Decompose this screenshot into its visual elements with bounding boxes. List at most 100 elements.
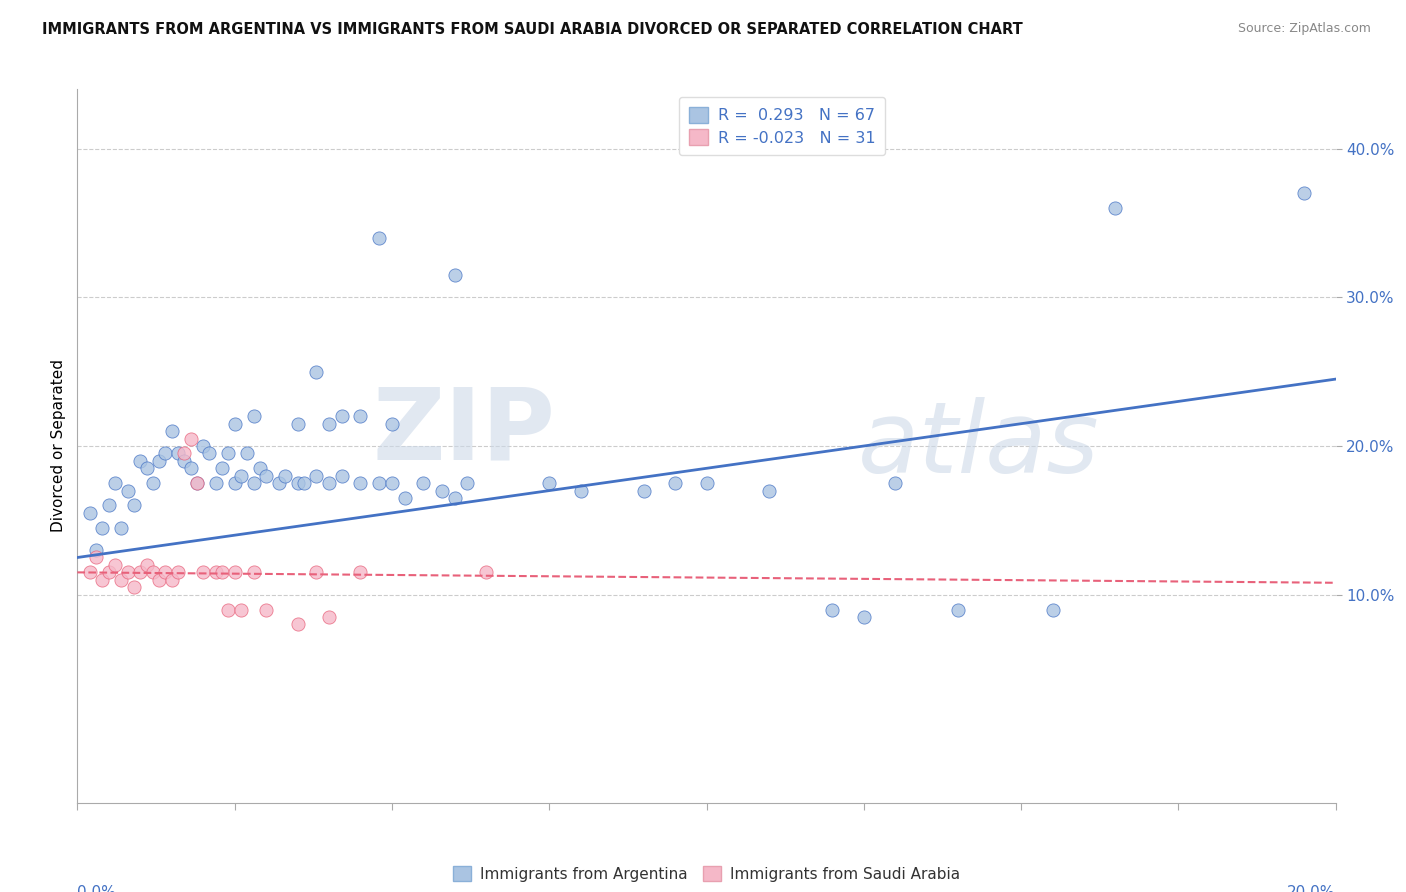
Point bbox=[229, 468, 252, 483]
Point bbox=[821, 602, 844, 616]
Point bbox=[254, 602, 277, 616]
Point bbox=[444, 491, 467, 505]
Point bbox=[79, 506, 101, 520]
Point bbox=[155, 446, 177, 460]
Point bbox=[84, 550, 107, 565]
Point bbox=[292, 476, 315, 491]
Point bbox=[394, 491, 416, 505]
Point bbox=[110, 521, 132, 535]
Point bbox=[91, 573, 114, 587]
Point bbox=[349, 566, 371, 580]
Point bbox=[110, 573, 132, 587]
Point bbox=[330, 409, 353, 424]
Point bbox=[167, 446, 190, 460]
Point bbox=[368, 476, 391, 491]
Point bbox=[305, 566, 328, 580]
Point bbox=[287, 476, 309, 491]
Point bbox=[758, 483, 780, 498]
Point bbox=[186, 476, 208, 491]
Point bbox=[211, 566, 233, 580]
Point bbox=[135, 558, 157, 572]
Point bbox=[1294, 186, 1316, 201]
Text: 20.0%: 20.0% bbox=[1288, 885, 1336, 892]
Point bbox=[97, 499, 120, 513]
Text: atlas: atlas bbox=[858, 398, 1099, 494]
Point bbox=[84, 543, 107, 558]
Point bbox=[444, 268, 467, 282]
Text: 0.0%: 0.0% bbox=[77, 885, 117, 892]
Point bbox=[173, 446, 195, 460]
Point bbox=[224, 566, 246, 580]
Point bbox=[274, 468, 297, 483]
Point bbox=[254, 468, 277, 483]
Point bbox=[142, 566, 165, 580]
Point bbox=[180, 461, 202, 475]
Point bbox=[122, 580, 145, 594]
Point bbox=[249, 461, 271, 475]
Point bbox=[569, 483, 592, 498]
Point bbox=[330, 468, 353, 483]
Point bbox=[155, 566, 177, 580]
Point bbox=[117, 566, 139, 580]
Point bbox=[475, 566, 498, 580]
Point bbox=[104, 558, 127, 572]
Point bbox=[318, 417, 340, 431]
Legend: Immigrants from Argentina, Immigrants from Saudi Arabia: Immigrants from Argentina, Immigrants fr… bbox=[446, 860, 967, 888]
Point bbox=[191, 566, 215, 580]
Text: Source: ZipAtlas.com: Source: ZipAtlas.com bbox=[1237, 22, 1371, 36]
Point bbox=[204, 476, 226, 491]
Point bbox=[381, 417, 404, 431]
Point bbox=[148, 573, 170, 587]
Point bbox=[211, 461, 233, 475]
Text: ZIP: ZIP bbox=[373, 384, 555, 480]
Point bbox=[318, 476, 340, 491]
Point bbox=[852, 610, 875, 624]
Point bbox=[236, 446, 259, 460]
Point bbox=[186, 476, 208, 491]
Point bbox=[217, 602, 239, 616]
Point bbox=[117, 483, 139, 498]
Point bbox=[242, 566, 264, 580]
Point bbox=[122, 499, 145, 513]
Point bbox=[242, 476, 264, 491]
Point bbox=[318, 610, 340, 624]
Point bbox=[884, 476, 907, 491]
Point bbox=[180, 432, 202, 446]
Point bbox=[173, 454, 195, 468]
Point bbox=[129, 454, 152, 468]
Point bbox=[204, 566, 226, 580]
Point bbox=[148, 454, 170, 468]
Y-axis label: Divorced or Separated: Divorced or Separated bbox=[51, 359, 66, 533]
Point bbox=[167, 566, 190, 580]
Point bbox=[129, 566, 152, 580]
Point bbox=[91, 521, 114, 535]
Point bbox=[224, 476, 246, 491]
Point bbox=[349, 409, 371, 424]
Point bbox=[412, 476, 434, 491]
Point bbox=[135, 461, 157, 475]
Point bbox=[432, 483, 454, 498]
Point bbox=[104, 476, 127, 491]
Point bbox=[198, 446, 221, 460]
Point bbox=[538, 476, 561, 491]
Point bbox=[1042, 602, 1064, 616]
Point bbox=[267, 476, 290, 491]
Point bbox=[142, 476, 165, 491]
Point bbox=[97, 566, 120, 580]
Point bbox=[79, 566, 101, 580]
Point bbox=[1104, 201, 1126, 215]
Point bbox=[191, 439, 215, 453]
Text: IMMIGRANTS FROM ARGENTINA VS IMMIGRANTS FROM SAUDI ARABIA DIVORCED OR SEPARATED : IMMIGRANTS FROM ARGENTINA VS IMMIGRANTS … bbox=[42, 22, 1024, 37]
Point bbox=[948, 602, 970, 616]
Point bbox=[160, 573, 183, 587]
Point bbox=[217, 446, 239, 460]
Point bbox=[349, 476, 371, 491]
Point bbox=[696, 476, 718, 491]
Point bbox=[633, 483, 655, 498]
Point bbox=[305, 365, 328, 379]
Point bbox=[160, 424, 183, 438]
Point bbox=[305, 468, 328, 483]
Point bbox=[287, 617, 309, 632]
Point bbox=[229, 602, 252, 616]
Point bbox=[368, 231, 391, 245]
